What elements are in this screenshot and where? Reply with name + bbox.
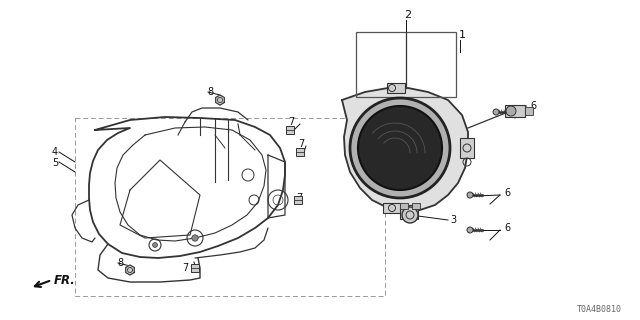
Bar: [460, 138, 474, 158]
Text: 4: 4: [52, 147, 58, 157]
Bar: [400, 203, 408, 209]
Text: 6: 6: [504, 223, 510, 233]
Text: 3: 3: [450, 215, 456, 225]
Polygon shape: [342, 88, 468, 212]
Text: 7: 7: [296, 193, 302, 203]
Text: 7: 7: [298, 139, 304, 149]
Text: FR.: FR.: [54, 274, 76, 286]
Text: 6: 6: [504, 188, 510, 198]
Bar: [387, 83, 405, 93]
Text: 6: 6: [530, 101, 536, 111]
Text: 5: 5: [52, 158, 58, 168]
Text: 8: 8: [117, 258, 123, 268]
Bar: [505, 105, 525, 117]
Circle shape: [358, 106, 442, 190]
Circle shape: [192, 235, 198, 241]
Bar: [294, 196, 302, 204]
Text: 2: 2: [404, 10, 412, 20]
Bar: [412, 203, 420, 209]
Circle shape: [506, 106, 516, 116]
Bar: [191, 264, 199, 272]
Text: 7: 7: [182, 263, 188, 273]
Bar: [400, 205, 418, 219]
Circle shape: [152, 243, 157, 247]
Bar: [525, 107, 533, 115]
Text: 7: 7: [288, 117, 294, 127]
Circle shape: [467, 192, 473, 198]
Circle shape: [350, 98, 450, 198]
Bar: [296, 148, 304, 156]
Polygon shape: [216, 95, 225, 105]
Bar: [286, 126, 294, 134]
Circle shape: [493, 109, 499, 115]
Bar: [75, 118, 385, 296]
Polygon shape: [125, 265, 134, 275]
Bar: [356, 32, 456, 97]
Bar: [383, 203, 401, 213]
Circle shape: [402, 207, 418, 223]
Circle shape: [467, 227, 473, 233]
Text: 8: 8: [207, 87, 213, 97]
Text: 1: 1: [458, 30, 465, 40]
Text: T0A4B0810: T0A4B0810: [577, 305, 622, 314]
